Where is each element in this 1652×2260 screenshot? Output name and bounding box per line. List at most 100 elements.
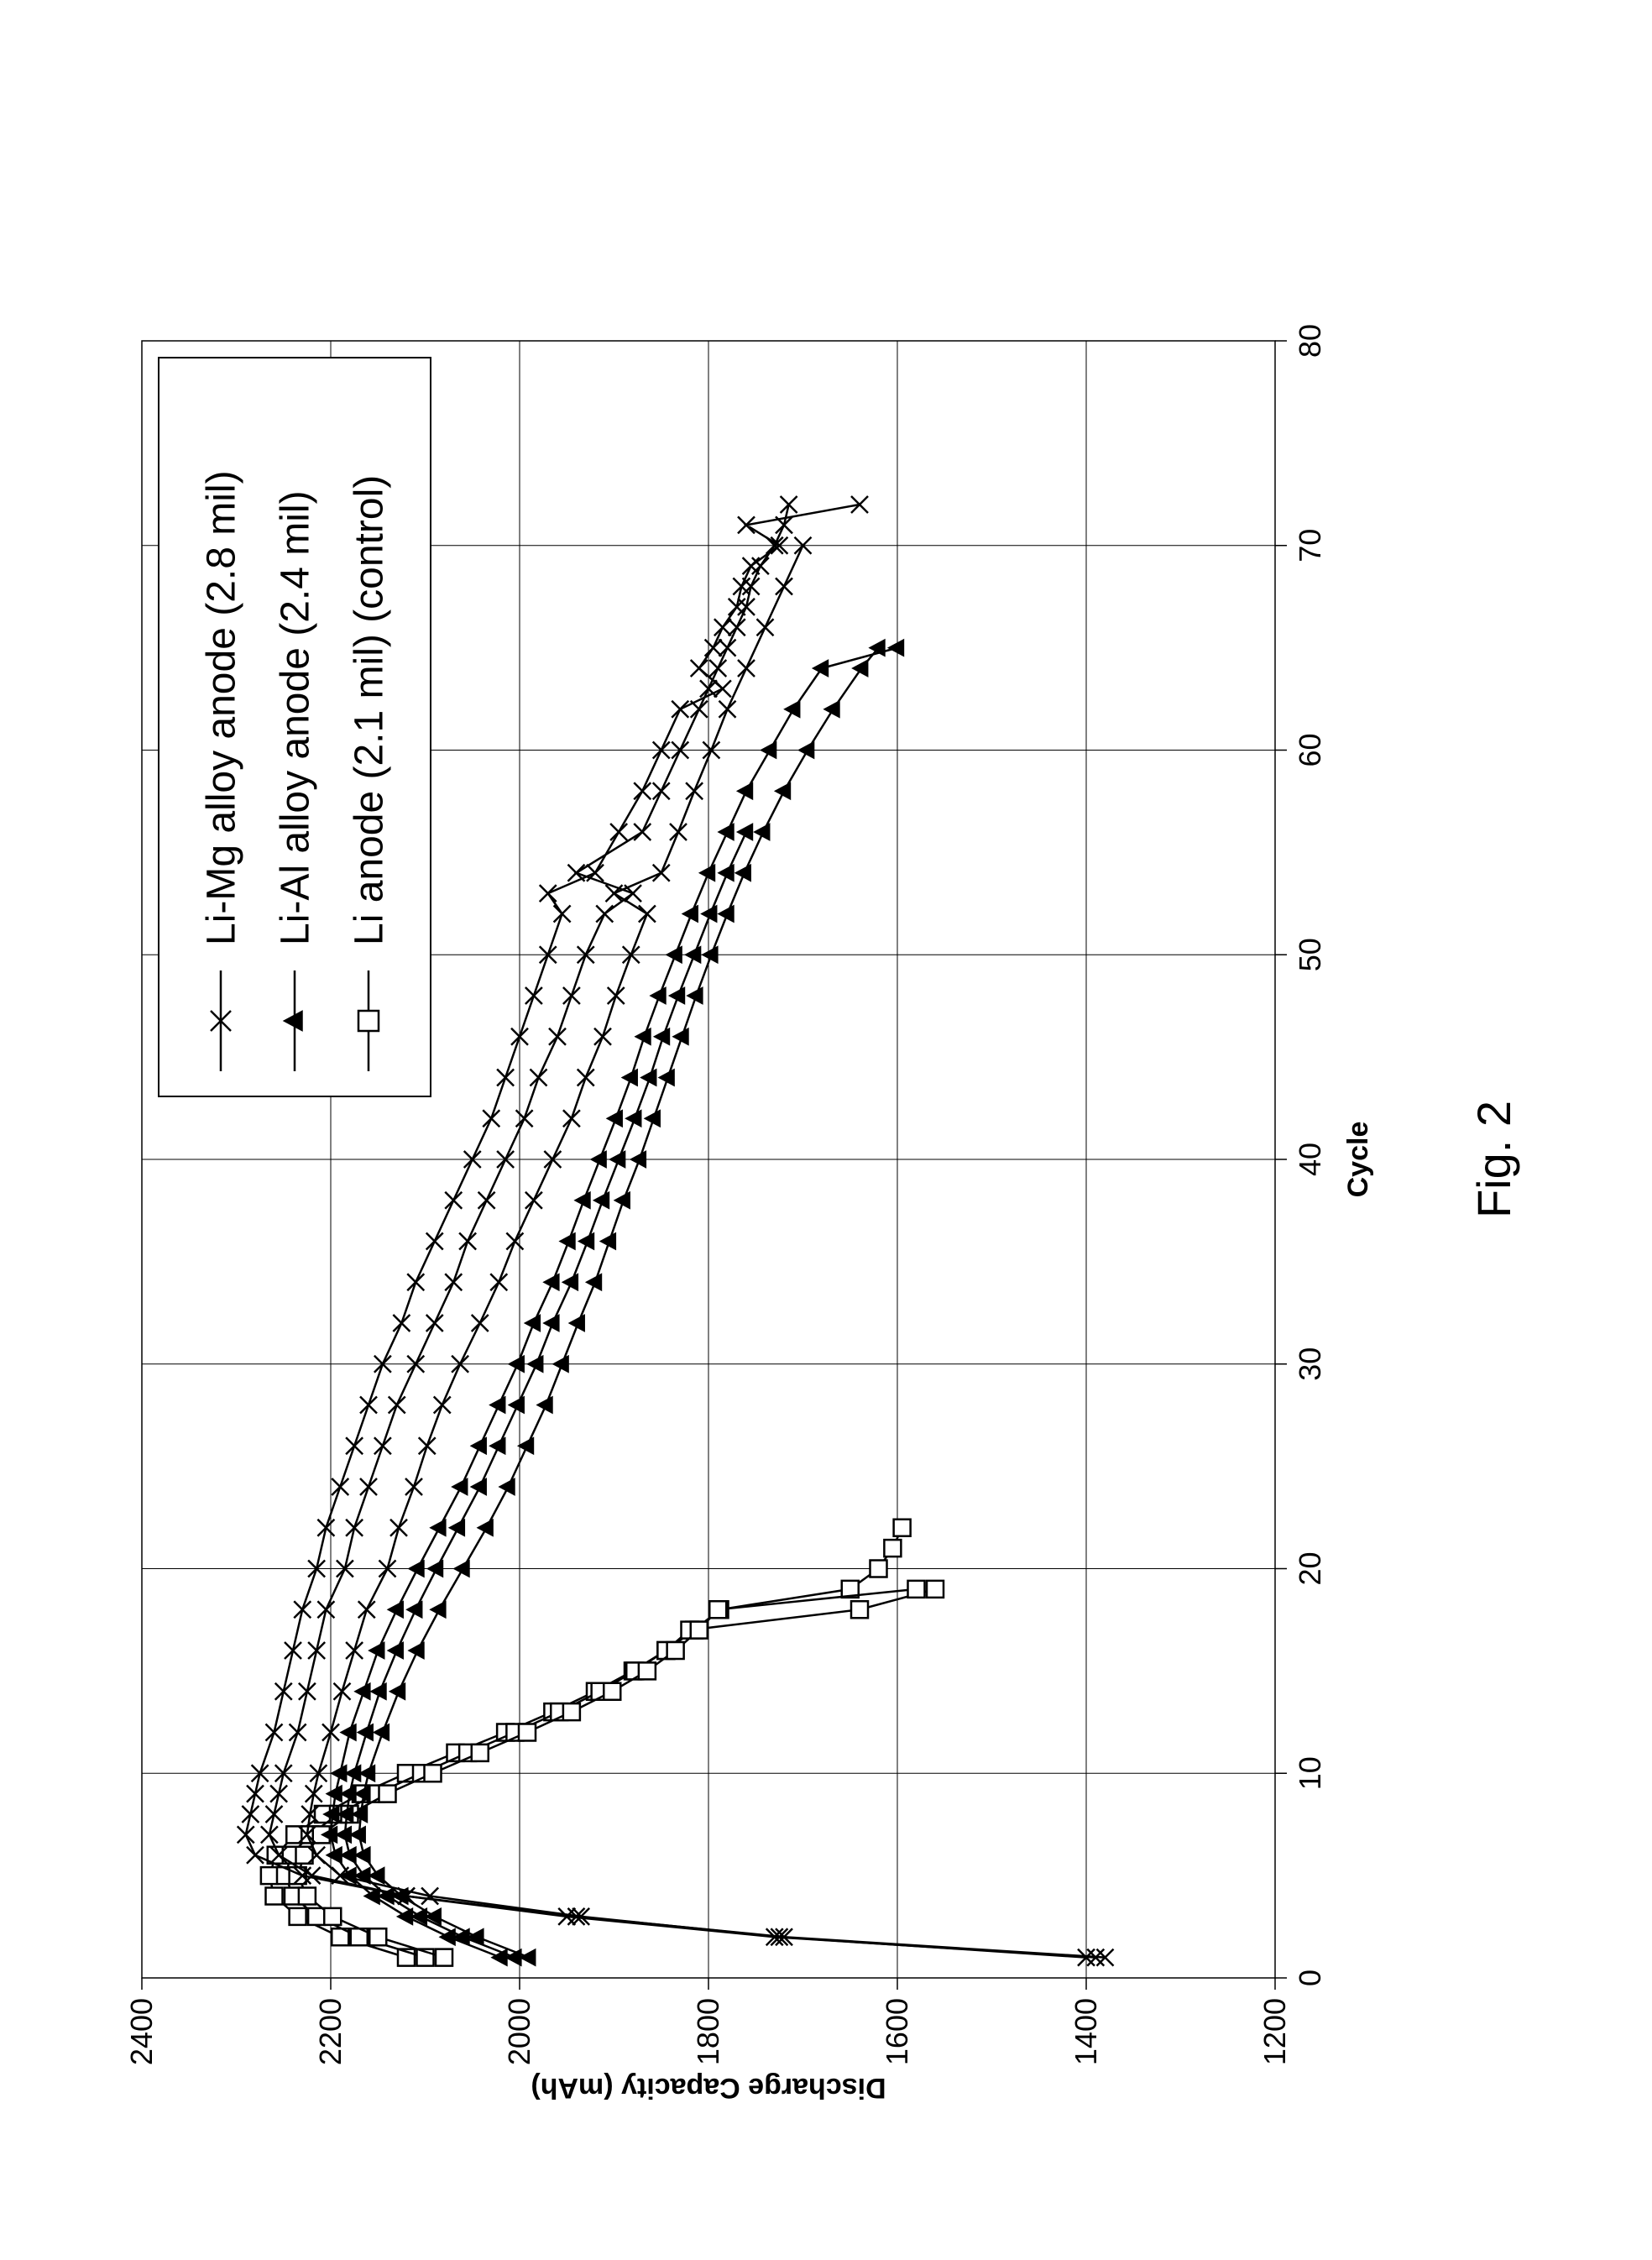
marker-x bbox=[729, 619, 745, 636]
chart-svg: 0102030405060708012001400160018002000220… bbox=[91, 123, 1561, 2137]
marker-x bbox=[670, 824, 687, 840]
marker-x bbox=[554, 906, 571, 923]
marker-x bbox=[346, 1520, 363, 1536]
marker-x bbox=[389, 1397, 405, 1414]
marker-triangle bbox=[509, 1356, 525, 1373]
marker-square bbox=[290, 1908, 306, 1925]
marker-x bbox=[294, 1601, 311, 1618]
marker-square bbox=[519, 1724, 536, 1741]
marker-triangle bbox=[562, 1274, 578, 1290]
marker-x bbox=[540, 885, 557, 902]
marker-x bbox=[563, 1110, 580, 1127]
marker-x bbox=[738, 660, 755, 677]
marker-square bbox=[691, 1622, 708, 1639]
figure-caption: Fig. 2 bbox=[1467, 1101, 1520, 1218]
marker-square bbox=[639, 1662, 656, 1679]
marker-x bbox=[549, 1028, 566, 1045]
marker-triangle bbox=[754, 824, 770, 840]
marker-x bbox=[270, 1786, 287, 1802]
marker-triangle bbox=[888, 640, 904, 657]
marker-x bbox=[308, 1642, 325, 1659]
marker-triangle bbox=[471, 1437, 487, 1454]
marker-x bbox=[743, 578, 760, 595]
marker-x bbox=[346, 1437, 363, 1454]
marker-square bbox=[369, 1928, 386, 1945]
x-tick-label: 20 bbox=[1293, 1551, 1327, 1585]
marker-x bbox=[405, 1478, 422, 1495]
marker-x bbox=[733, 578, 750, 595]
marker-x bbox=[445, 1192, 462, 1209]
marker-x bbox=[516, 1110, 533, 1127]
x-tick-label: 10 bbox=[1293, 1756, 1327, 1790]
marker-x bbox=[563, 987, 580, 1004]
marker-triangle bbox=[406, 1601, 422, 1618]
marker-square bbox=[308, 1908, 325, 1925]
marker-x bbox=[247, 1786, 264, 1802]
marker-square bbox=[884, 1540, 901, 1556]
marker-x bbox=[317, 1520, 334, 1536]
page: 0102030405060708012001400160018002000220… bbox=[0, 0, 1652, 2260]
marker-square bbox=[324, 1908, 341, 1925]
marker-x bbox=[358, 1601, 375, 1618]
marker-triangle bbox=[430, 1601, 446, 1618]
y-axis-label: Discharge Capacity (mAh) bbox=[531, 2072, 886, 2104]
x-tick-label: 30 bbox=[1293, 1347, 1327, 1381]
marker-x bbox=[719, 640, 736, 657]
marker-x bbox=[634, 782, 651, 799]
marker-x bbox=[390, 1520, 407, 1536]
marker-triangle bbox=[388, 1601, 404, 1618]
marker-triangle bbox=[737, 824, 753, 840]
marker-x bbox=[672, 701, 688, 718]
marker-x bbox=[594, 1028, 611, 1045]
marker-x bbox=[360, 1397, 377, 1414]
marker-x bbox=[459, 1233, 476, 1250]
marker-square bbox=[358, 1011, 379, 1031]
marker-x bbox=[317, 1601, 334, 1618]
marker-x bbox=[332, 1478, 348, 1495]
legend: Li-Mg alloy anode (2.8 mil)Li-Al alloy a… bbox=[159, 358, 431, 1096]
marker-x bbox=[483, 1110, 499, 1127]
marker-x bbox=[653, 782, 670, 799]
y-tick-label: 1600 bbox=[880, 1998, 914, 2065]
marker-square bbox=[894, 1520, 911, 1536]
marker-triangle bbox=[478, 1520, 494, 1536]
marker-triangle bbox=[350, 1826, 366, 1843]
marker-triangle bbox=[824, 701, 840, 718]
y-tick-label: 1400 bbox=[1069, 1998, 1103, 2065]
marker-square bbox=[436, 1949, 452, 1966]
marker-triangle bbox=[454, 1561, 470, 1577]
marker-x bbox=[374, 1437, 391, 1454]
marker-x bbox=[714, 619, 731, 636]
marker-triangle bbox=[852, 660, 868, 677]
marker-x bbox=[478, 1192, 495, 1209]
marker-x bbox=[776, 578, 792, 595]
marker-x bbox=[757, 619, 774, 636]
marker-triangle bbox=[452, 1478, 468, 1495]
marker-x bbox=[709, 660, 726, 677]
marker-x bbox=[242, 1806, 259, 1823]
marker-triangle bbox=[509, 1397, 525, 1414]
marker-square bbox=[299, 1888, 316, 1905]
marker-x bbox=[275, 1683, 292, 1700]
marker-x bbox=[608, 987, 625, 1004]
marker-x bbox=[568, 865, 585, 882]
marker-x bbox=[434, 1397, 451, 1414]
marker-x bbox=[419, 1437, 436, 1454]
marker-square bbox=[851, 1601, 868, 1618]
marker-x bbox=[578, 1070, 594, 1086]
marker-x bbox=[525, 1192, 542, 1209]
marker-triangle bbox=[761, 742, 776, 759]
marker-x bbox=[306, 1786, 322, 1802]
marker-x bbox=[490, 1274, 507, 1290]
marker-x bbox=[639, 906, 656, 923]
marker-triangle bbox=[543, 1274, 559, 1290]
marker-x bbox=[691, 660, 708, 677]
marker-triangle bbox=[537, 1397, 553, 1414]
x-tick-label: 40 bbox=[1293, 1143, 1327, 1176]
marker-x bbox=[238, 1826, 254, 1843]
marker-x bbox=[596, 906, 613, 923]
marker-x bbox=[497, 1070, 514, 1086]
x-tick-label: 50 bbox=[1293, 938, 1327, 971]
marker-triangle bbox=[489, 1397, 505, 1414]
marker-triangle bbox=[471, 1478, 487, 1495]
